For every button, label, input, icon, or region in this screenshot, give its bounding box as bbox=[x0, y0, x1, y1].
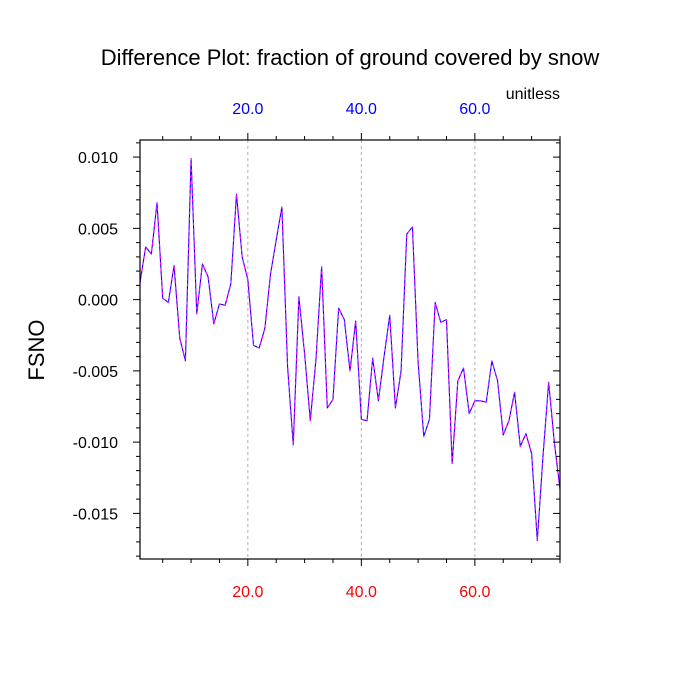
data-point bbox=[366, 420, 367, 421]
data-point bbox=[315, 359, 316, 360]
data-point bbox=[162, 298, 163, 299]
data-point bbox=[310, 420, 311, 421]
data-point bbox=[537, 540, 538, 541]
y-axis-title: FSNO bbox=[24, 319, 49, 380]
data-point bbox=[287, 366, 288, 367]
data-point bbox=[435, 302, 436, 303]
data-point bbox=[281, 206, 282, 207]
x-tick-label: 20.0 bbox=[232, 584, 263, 601]
y-tick-label: -0.015 bbox=[73, 506, 118, 523]
data-point bbox=[542, 456, 543, 457]
axis-ticks bbox=[133, 133, 561, 566]
data-point bbox=[208, 276, 209, 277]
data-point bbox=[372, 357, 373, 358]
data-point bbox=[446, 319, 447, 320]
data-point bbox=[230, 283, 231, 284]
data-point bbox=[423, 436, 424, 437]
data-point bbox=[418, 362, 419, 363]
data-point bbox=[412, 226, 413, 227]
y-tick-label: 0.000 bbox=[78, 293, 118, 310]
data-point bbox=[247, 279, 248, 280]
data-point bbox=[400, 370, 401, 371]
data-point bbox=[270, 273, 271, 274]
x-tick-label: 60.0 bbox=[459, 584, 490, 601]
data-point bbox=[525, 433, 526, 434]
data-point bbox=[531, 453, 532, 454]
data-point bbox=[225, 305, 226, 306]
x-top-tick-label: 20.0 bbox=[232, 101, 263, 118]
data-point bbox=[259, 347, 260, 348]
series-line-dash bbox=[139, 157, 561, 542]
y-tick-label: -0.005 bbox=[73, 364, 118, 381]
data-point bbox=[293, 444, 294, 445]
data-point bbox=[514, 392, 515, 393]
data-point bbox=[156, 202, 157, 203]
x-tick-label: 40.0 bbox=[346, 584, 377, 601]
data-point bbox=[520, 446, 521, 447]
data-point bbox=[440, 322, 441, 323]
data-point bbox=[332, 399, 333, 400]
data-point bbox=[242, 256, 243, 257]
grid-lines bbox=[247, 140, 476, 559]
data-point bbox=[219, 303, 220, 304]
data-point bbox=[395, 407, 396, 408]
data-point bbox=[185, 360, 186, 361]
x-top-tick-label: 40.0 bbox=[346, 101, 377, 118]
units-label: unitless bbox=[506, 86, 560, 103]
data-point bbox=[304, 353, 305, 354]
data-point bbox=[469, 413, 470, 414]
data-series bbox=[139, 157, 561, 542]
y-tick-label: -0.010 bbox=[73, 435, 118, 452]
data-point bbox=[349, 370, 350, 371]
data-point bbox=[202, 263, 203, 264]
data-point bbox=[548, 382, 549, 383]
data-point bbox=[321, 266, 322, 267]
data-point bbox=[406, 233, 407, 234]
data-point bbox=[486, 402, 487, 403]
data-point bbox=[145, 246, 146, 247]
data-point bbox=[338, 308, 339, 309]
data-point bbox=[480, 400, 481, 401]
data-point bbox=[463, 367, 464, 368]
data-point bbox=[429, 419, 430, 420]
data-point bbox=[264, 328, 265, 329]
plot-frame bbox=[139, 139, 561, 560]
data-point bbox=[474, 400, 475, 401]
data-point bbox=[190, 158, 191, 159]
x-top-tick-label: 60.0 bbox=[459, 101, 490, 118]
data-point bbox=[457, 380, 458, 381]
data-point bbox=[389, 315, 390, 316]
chart-title: Difference Plot: fraction of ground cove… bbox=[101, 45, 600, 70]
data-point bbox=[344, 319, 345, 320]
data-point bbox=[497, 380, 498, 381]
data-point bbox=[355, 320, 356, 321]
data-point bbox=[213, 323, 214, 324]
y-tick-label: 0.010 bbox=[78, 150, 118, 167]
data-point bbox=[327, 407, 328, 408]
data-point bbox=[503, 434, 504, 435]
data-point bbox=[361, 419, 362, 420]
data-point bbox=[253, 345, 254, 346]
data-point bbox=[151, 253, 152, 254]
y-tick-label: 0.005 bbox=[78, 221, 118, 238]
data-point bbox=[383, 356, 384, 357]
data-point bbox=[298, 296, 299, 297]
data-point bbox=[378, 400, 379, 401]
data-point bbox=[508, 420, 509, 421]
series-line bbox=[139, 157, 561, 542]
data-point bbox=[196, 313, 197, 314]
data-point bbox=[236, 194, 237, 195]
tick-labels: 20.0 20.0 40.0 40.0 60.0 60.0 0.010 0.005 0.000 -… bbox=[73, 101, 491, 601]
data-point bbox=[168, 302, 169, 303]
data-point bbox=[173, 265, 174, 266]
data-point bbox=[179, 337, 180, 338]
data-point bbox=[276, 239, 277, 240]
data-point bbox=[491, 360, 492, 361]
data-point bbox=[452, 463, 453, 464]
